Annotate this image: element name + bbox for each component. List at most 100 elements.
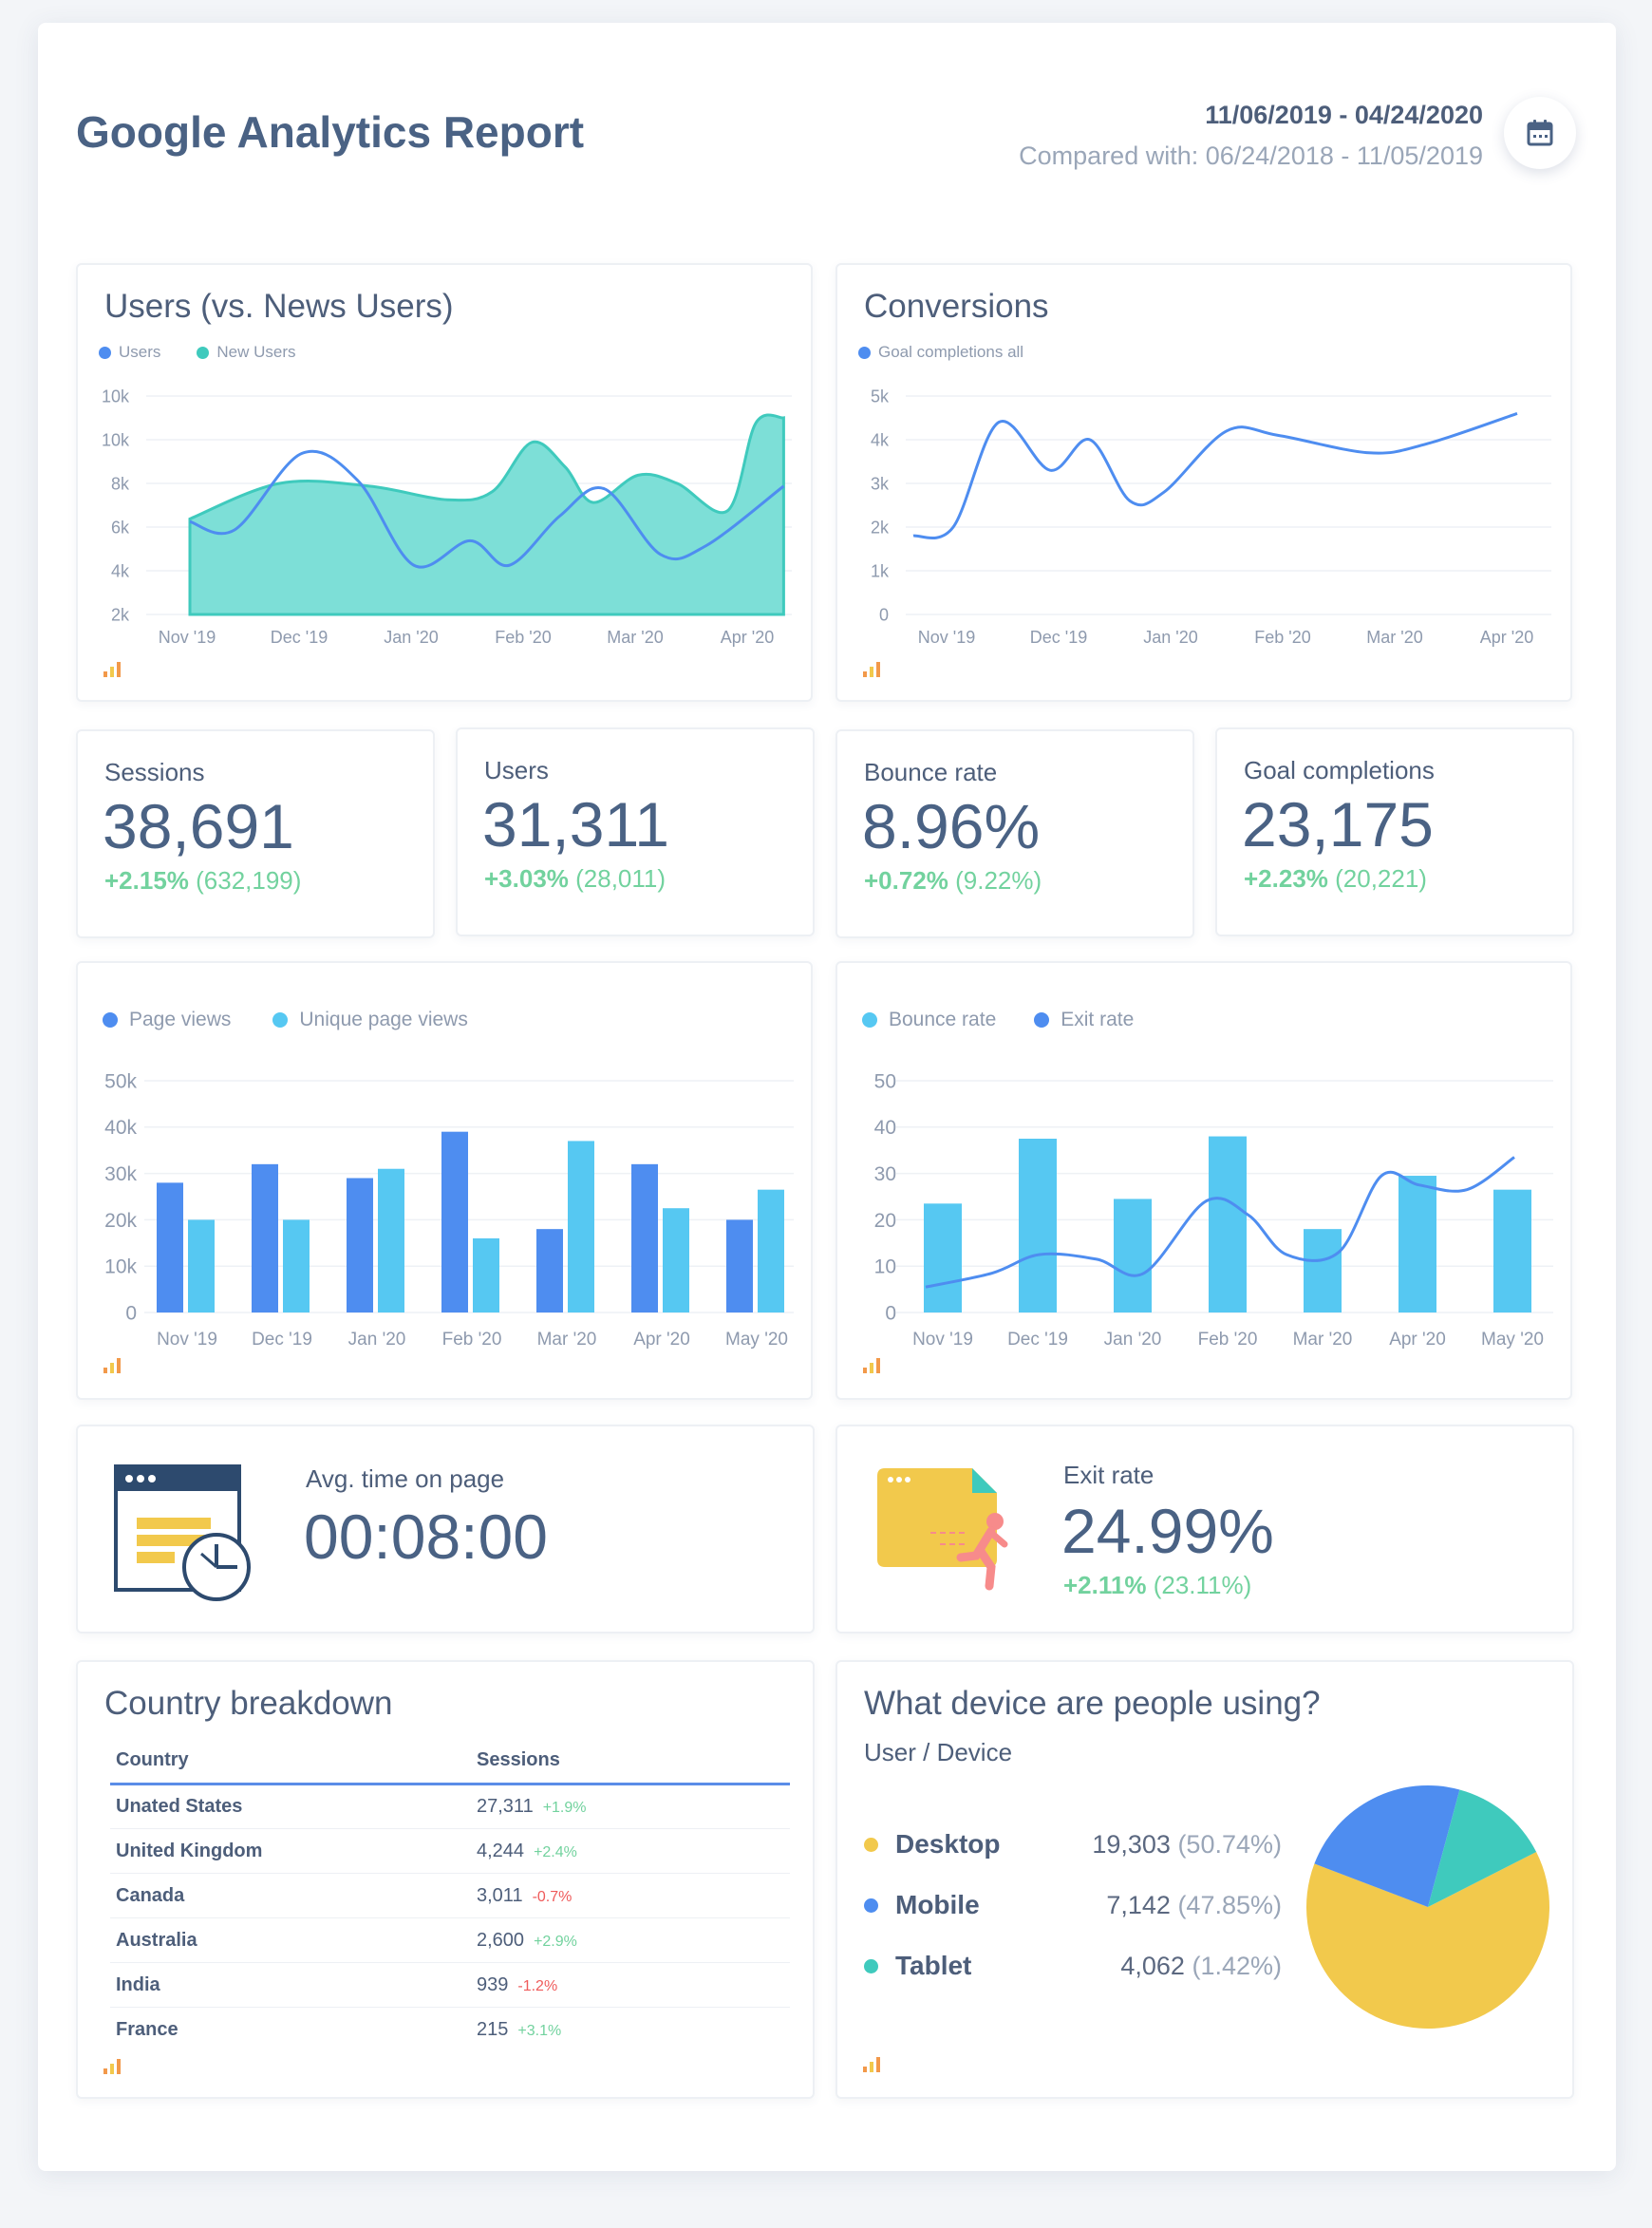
legend-dot-page-views [103, 1012, 118, 1028]
y-tick-label: 5k [871, 387, 890, 406]
bar-page-views [252, 1163, 278, 1312]
country-name: Canada [110, 1873, 477, 1918]
bar-unique-page-views [188, 1219, 215, 1312]
kpi-label: Users [484, 756, 549, 784]
kpi-change: +2.23% (20,221) [1244, 864, 1427, 893]
country-name: Unated States [110, 1784, 477, 1829]
x-tick-label: Dec '19 [271, 628, 328, 647]
y-tick-label: 2k [871, 518, 890, 537]
country-sessions: 4,244 +2.4% [477, 1828, 790, 1874]
country-sessions: 3,011 -0.7% [477, 1873, 790, 1918]
sessions-value: 4,244 [477, 1840, 525, 1861]
x-tick-label: Dec '19 [1007, 1330, 1068, 1350]
x-tick-label: Feb '20 [1198, 1330, 1258, 1350]
bar-page-views [347, 1178, 373, 1312]
x-tick-label: Dec '19 [1030, 628, 1087, 647]
y-tick-label: 6k [111, 518, 130, 537]
device-row-desktop: Desktop 19,303 (50.74%) [864, 1829, 1282, 1860]
legend-label-page-views[interactable]: Page views [129, 1009, 232, 1030]
legend-label-goal-completions[interactable]: Goal completions all [878, 343, 1024, 361]
bar-page-views [726, 1219, 753, 1312]
table-row: Unated States 27,311 +1.9% [110, 1784, 790, 1829]
country-sessions: 27,311 +1.9% [477, 1784, 790, 1829]
kpi-card-bounce-rate: Bounce rate 8.96% +0.72% (9.22%) [835, 729, 1194, 938]
device-row-tablet: Tablet 4,062 (1.42%) [864, 1951, 1282, 1981]
legend-dot-bounce-rate [862, 1012, 877, 1028]
device-percent: (47.85%) [1177, 1890, 1282, 1919]
sessions-value: 939 [477, 1973, 509, 1995]
y-tick-label: 3k [871, 474, 890, 493]
kpi-change: +2.15% (632,199) [104, 866, 302, 895]
kpi-label: Goal completions [1244, 756, 1435, 784]
devices-subtitle: User / Device [864, 1738, 1013, 1766]
y-tick-label: 10 [874, 1256, 896, 1278]
y-tick-label: 4k [111, 561, 130, 580]
pageviews-bar-chart: 50k 40k 30k 20k 10k 0 Nov '19 Dec '19 Jan '20 Feb… [104, 1070, 794, 1350]
x-tick-label: Nov '19 [157, 1330, 217, 1350]
bar-bounce-rate [1114, 1199, 1152, 1312]
sessions-change: -0.7% [532, 1888, 573, 1905]
y-tick-label: 40k [104, 1117, 137, 1139]
calendar-button[interactable] [1504, 97, 1576, 169]
users-area-chart: 10k 10k 8k 6k 4k 2k Nov '19 Dec '19 Jan '20 Feb '… [102, 387, 792, 647]
bar-bounce-rate [924, 1203, 962, 1312]
x-tick-label: Dec '19 [252, 1330, 312, 1350]
page-title: Google Analytics Report [76, 107, 585, 157]
x-tick-label: Mar '20 [537, 1330, 597, 1350]
x-tick-label: Feb '20 [495, 628, 551, 647]
x-tick-label: Apr '20 [1389, 1330, 1446, 1350]
bar-unique-page-views [473, 1237, 499, 1312]
table-row: France 215 +3.1% [110, 2008, 790, 2052]
google-analytics-icon [103, 1358, 121, 1373]
y-tick-label: 20k [104, 1210, 137, 1232]
kpi-label: Bounce rate [864, 758, 998, 786]
pie-slice-tablet [1428, 1789, 1537, 1907]
x-tick-label: Mar '20 [1293, 1330, 1353, 1350]
device-dot [864, 1958, 878, 1973]
y-tick-label: 10k [102, 430, 130, 449]
y-tick-label: 50k [104, 1070, 137, 1092]
bar-page-views [536, 1229, 563, 1312]
x-tick-label: Jan '20 [384, 628, 438, 647]
google-analytics-icon [863, 662, 880, 677]
bar-unique-page-views [283, 1219, 310, 1312]
series-new-users-area [188, 413, 785, 616]
legend-label-bounce-rate[interactable]: Bounce rate [889, 1009, 997, 1030]
column-header-sessions[interactable]: Sessions [477, 1740, 790, 1785]
sessions-change: +2.9% [534, 1933, 577, 1950]
sessions-value: 27,311 [477, 1796, 534, 1817]
y-tick-label: 40 [874, 1117, 896, 1139]
bar-unique-page-views [663, 1208, 689, 1312]
legend-dot-new-users [197, 346, 210, 359]
y-tick-label: 20 [874, 1210, 896, 1232]
legend-label-new-users[interactable]: New Users [216, 343, 296, 361]
exit-rate-value: 24.99% [1061, 1496, 1274, 1566]
legend-label-users[interactable]: Users [119, 343, 161, 361]
y-tick-label: 10k [104, 1256, 137, 1278]
sessions-change: -1.2% [517, 1977, 558, 1994]
legend-label-unique-page-views[interactable]: Unique page views [299, 1009, 468, 1030]
bar-unique-page-views [758, 1189, 784, 1312]
y-tick-label: 0 [125, 1302, 137, 1324]
avg-time-value: 00:08:00 [304, 1501, 548, 1572]
x-tick-label: Jan '20 [1104, 1330, 1162, 1350]
device-row-mobile: Mobile 7,142 (47.85%) [864, 1890, 1282, 1920]
column-header-country[interactable]: Country [110, 1740, 477, 1785]
exit-rate-label: Exit rate [1063, 1461, 1155, 1489]
kpi-value: 31,311 [482, 789, 669, 859]
devices-title: What device are people using? [864, 1685, 1321, 1722]
legend-label-exit-rate[interactable]: Exit rate [1061, 1009, 1135, 1030]
x-tick-label: Jan '20 [1143, 628, 1197, 647]
bar-bounce-rate [1304, 1229, 1342, 1312]
google-analytics-icon [103, 2059, 121, 2074]
exit-rate-card: Exit rate 24.99% +2.11% (23.11%) [835, 1425, 1574, 1633]
devices-pie-chart [1306, 1785, 1549, 2029]
rates-chart-card: Bounce rate Exit rate 50 40 30 20 10 0 Nov '19… [835, 961, 1572, 1400]
rates-combo-chart: 50 40 30 20 10 0 Nov '19 Dec '19 Jan '20 Feb '20 M… [874, 1070, 1553, 1350]
device-percent: (50.74%) [1177, 1829, 1282, 1859]
date-range-block: 11/06/2019 - 04/24/2020 Compared with: 0… [1019, 101, 1483, 171]
avg-time-card: Avg. time on page 00:08:00 [76, 1425, 815, 1633]
sessions-change: +1.9% [542, 1800, 587, 1816]
x-tick-label: Mar '20 [607, 628, 663, 647]
x-tick-label: Jan '20 [348, 1330, 406, 1350]
